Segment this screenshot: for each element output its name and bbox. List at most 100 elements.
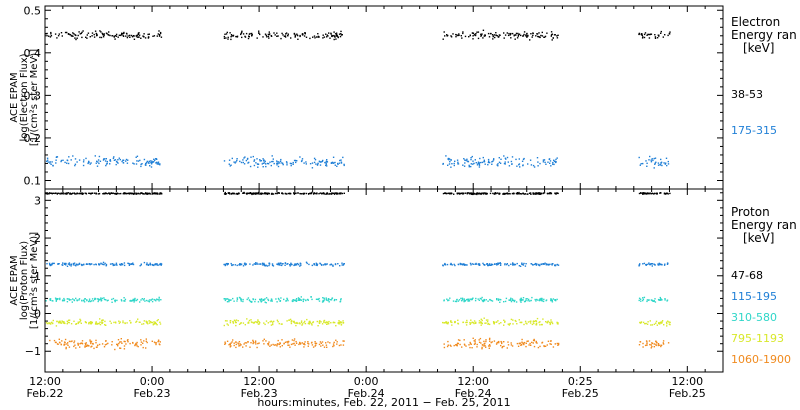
data-point [127,339,129,341]
data-point [108,31,110,33]
data-point [461,263,464,266]
data-point [521,341,523,343]
data-point [126,193,128,195]
data-point [144,37,147,39]
data-point [228,163,230,165]
data-point [464,300,466,302]
proton-series-115-195 [46,261,669,267]
data-point [539,299,541,301]
data-point [128,262,130,265]
data-point [653,343,655,345]
data-point [104,344,107,346]
data-point [454,321,456,324]
data-point [278,322,280,325]
data-point [332,345,334,348]
data-point [139,265,141,267]
data-point [309,321,311,323]
data-point [225,193,227,195]
data-point [507,341,509,343]
data-point [311,344,314,346]
data-point [525,299,527,302]
data-point [497,298,500,300]
data-point [511,298,514,300]
data-point [264,301,266,303]
data-point [119,321,121,323]
data-point [302,33,304,35]
data-point [287,299,289,302]
data-point [82,300,85,302]
data-point [229,299,231,301]
data-point [484,344,486,347]
data-point [152,192,154,195]
data-point [648,159,650,161]
data-point [663,162,665,164]
data-point [273,32,275,34]
data-point [473,340,475,342]
data-point [255,193,257,195]
proton-legend-title: [keV] [743,231,774,245]
data-point [315,298,318,300]
data-point [315,36,318,38]
data-point [496,298,498,301]
data-point [475,321,477,324]
data-point [244,35,246,38]
data-point [522,193,524,195]
data-point [48,192,50,195]
data-point [554,299,556,301]
data-point [296,34,299,36]
data-point [331,297,334,299]
data-point [653,157,655,160]
data-point [333,299,336,302]
data-point [249,300,252,303]
electron-legend-title: Electron [731,15,780,29]
data-point [337,163,339,165]
data-point [128,34,131,37]
data-point [551,322,554,325]
data-point [235,343,237,346]
data-point [83,301,86,303]
data-point [455,33,457,36]
data-point [507,344,510,346]
data-point [335,38,337,40]
data-point [645,160,647,162]
data-point [226,301,229,303]
data-point [256,158,258,160]
data-point [303,193,305,195]
data-point [102,263,104,266]
data-point [522,35,525,37]
data-point [137,160,140,162]
data-point [91,298,94,300]
data-point [152,161,154,163]
data-point [532,264,534,266]
data-point [550,192,552,194]
data-point [250,342,252,344]
data-point [330,299,333,301]
data-point [645,340,648,342]
data-point [233,300,235,302]
data-point [95,162,97,164]
data-point [550,298,552,300]
data-point [86,299,88,301]
data-point [654,298,656,300]
data-point [657,344,660,347]
data-point [276,192,278,195]
data-point [136,298,139,301]
data-point [65,347,67,350]
data-point [508,32,510,35]
data-point [146,262,148,264]
data-point [109,193,111,195]
data-point [643,33,646,36]
data-point [323,346,326,348]
data-point [646,341,648,343]
data-point [305,161,307,163]
data-point [477,37,480,40]
data-point [312,321,314,324]
data-point [137,192,140,195]
data-point [669,192,671,195]
data-point [118,322,121,324]
data-point [501,346,503,349]
data-point [289,264,291,266]
data-point [264,298,266,300]
data-point [64,161,66,164]
data-point [654,301,657,303]
